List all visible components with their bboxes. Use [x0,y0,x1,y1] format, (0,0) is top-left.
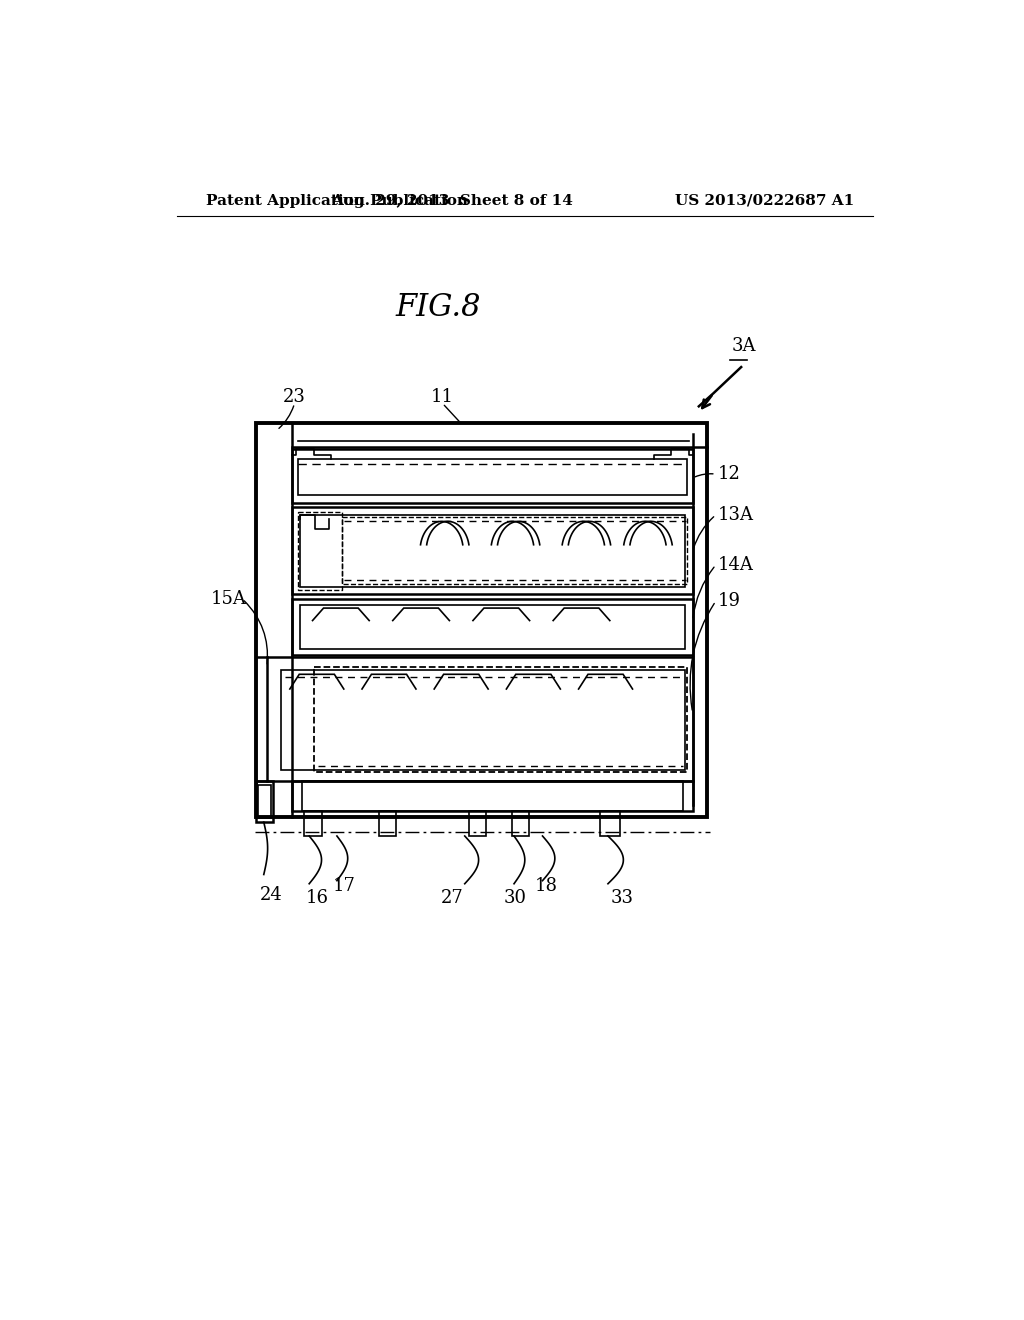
Text: Aug. 29, 2013  Sheet 8 of 14: Aug. 29, 2013 Sheet 8 of 14 [332,194,573,207]
Text: 11: 11 [431,388,454,407]
Text: 30: 30 [504,888,527,907]
Text: 19: 19 [717,593,740,610]
Text: 12: 12 [717,465,740,483]
Text: US 2013/0222687 A1: US 2013/0222687 A1 [675,194,854,207]
Text: 23: 23 [283,388,306,407]
Text: 17: 17 [333,876,356,895]
Text: 15A: 15A [211,590,247,607]
Text: 27: 27 [441,888,464,907]
Text: FIG.8: FIG.8 [396,292,481,322]
Text: 3A: 3A [731,337,756,355]
Text: 18: 18 [535,876,558,895]
Text: 13A: 13A [717,506,754,524]
Text: 14A: 14A [717,556,754,574]
Text: 16: 16 [306,888,329,907]
Text: 24: 24 [260,886,283,904]
Text: 33: 33 [610,888,633,907]
Text: Patent Application Publication: Patent Application Publication [206,194,468,207]
